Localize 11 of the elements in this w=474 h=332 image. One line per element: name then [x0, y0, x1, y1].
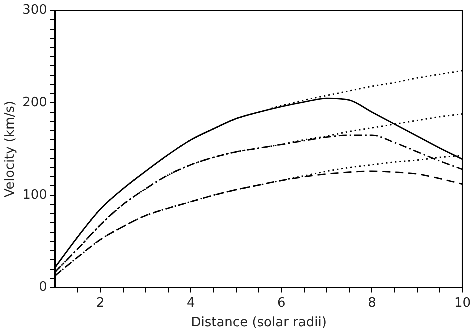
y-tick-label: 100 — [22, 188, 48, 203]
x-tick-label: 2 — [96, 296, 105, 311]
y-axis-title: Velocity (km/s) — [3, 100, 18, 198]
y-tick-label: 300 — [22, 3, 48, 18]
x-tick-label: 6 — [278, 296, 286, 311]
y-tick-label: 200 — [22, 96, 48, 111]
y-tick-label: 0 — [39, 280, 48, 296]
x-axis-title: Distance (solar radii) — [191, 316, 327, 331]
x-tick-label: 10 — [454, 296, 471, 311]
x-tick-label: 8 — [368, 296, 376, 311]
x-tick-label: 4 — [187, 296, 196, 311]
